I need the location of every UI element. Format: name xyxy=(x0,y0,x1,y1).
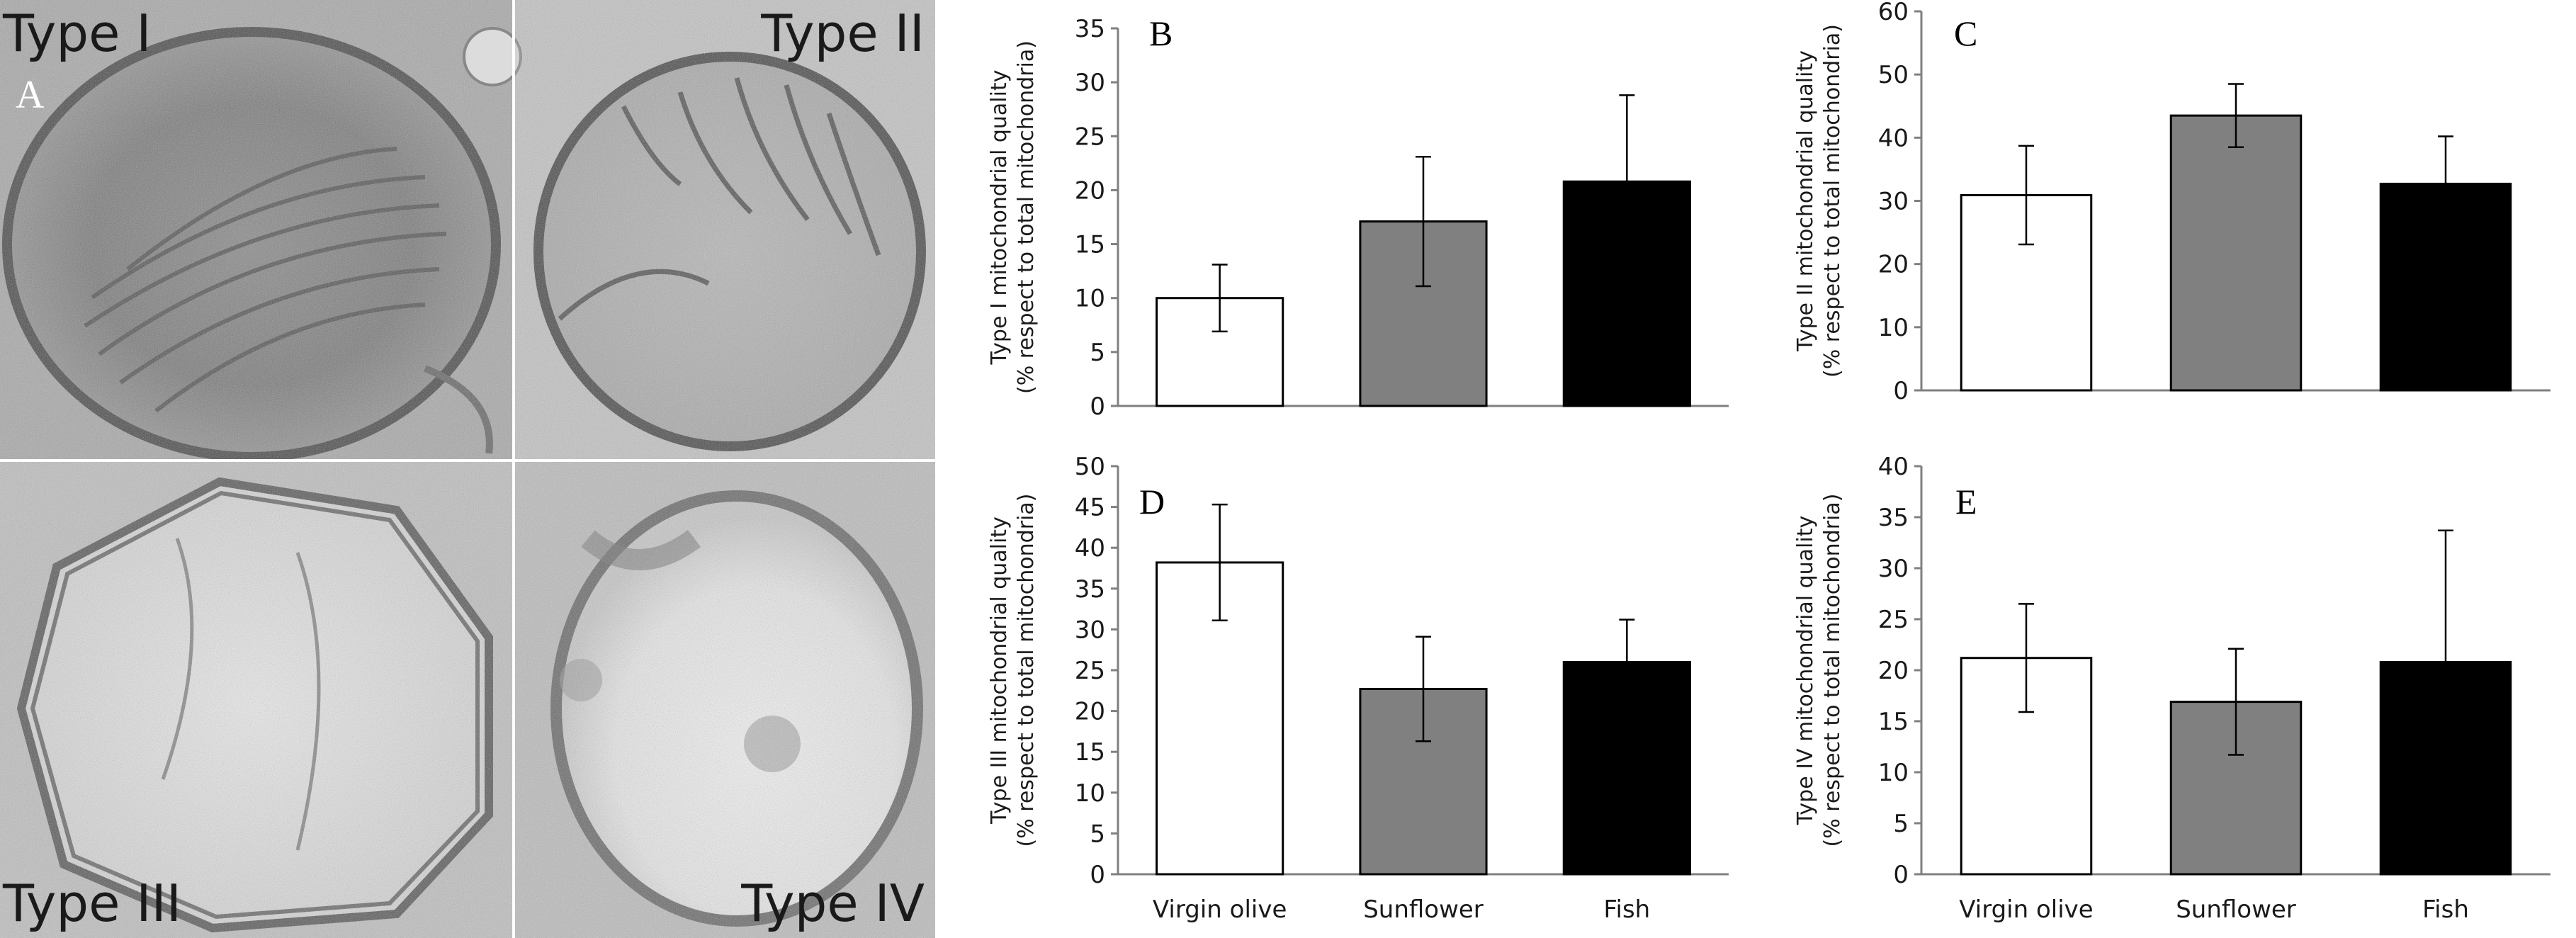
x-tick-label: Fish xyxy=(1603,895,1650,924)
y-tick-label: 5 xyxy=(1893,810,1909,838)
x-tick-label: Virgin olive xyxy=(1959,895,2093,924)
y-tick-label: 0 xyxy=(1090,392,1105,421)
y-tick-label: 0 xyxy=(1893,377,1909,405)
y-tick-label: 50 xyxy=(1878,61,1909,89)
micrograph-type-iv xyxy=(514,460,935,938)
x-tick-label: Sunflower xyxy=(2176,895,2296,924)
y-tick-label: 30 xyxy=(1878,555,1909,583)
y-axis-label-line-1: Type I mitochondrial quality xyxy=(987,70,1012,366)
quadrant-label-type-ii: Type II xyxy=(760,4,925,63)
x-tick-label: Virgin olive xyxy=(1153,895,1287,924)
quadrant-label-type-i: Type I xyxy=(2,4,152,63)
y-tick-label: 30 xyxy=(1075,616,1105,644)
y-tick-label: 15 xyxy=(1878,708,1909,736)
y-tick-label: 50 xyxy=(1075,453,1105,481)
y-tick-label: 30 xyxy=(1075,69,1105,97)
panel-letter: D xyxy=(1139,482,1165,521)
bar-sunflower xyxy=(2169,114,2303,392)
y-axis-label-line-1: Type II mitochondrial quality xyxy=(1793,50,1818,352)
y-tick-label: 40 xyxy=(1878,453,1909,481)
y-axis-label-line-1: Type IV mitochondrial quality xyxy=(1793,516,1818,826)
y-tick-label: 5 xyxy=(1090,339,1105,367)
panel-a-micrographs: A Type I Type II Type III Type IV xyxy=(0,0,935,938)
chart-b: 0 5 10 15 20 25 30 35 B Type I mitochondrial qual… xyxy=(987,13,1729,421)
y-axis-label-line-2: (% respect to total mitochondria) xyxy=(1014,494,1039,847)
y-tick-label: 0 xyxy=(1090,861,1105,889)
y-tick-label: 10 xyxy=(1075,285,1105,313)
micrograph-type-iii xyxy=(0,460,514,938)
quadrant-label-type-iii: Type III xyxy=(2,874,181,933)
micrograph-type-i xyxy=(0,0,514,462)
y-tick-label: 35 xyxy=(1878,504,1909,532)
panel-letter: E xyxy=(1955,482,1977,521)
y-tick-label: 40 xyxy=(1878,124,1909,152)
chart-e: 0 5 10 15 20 25 30 35 40 Virgin olive Sunflower Fis… xyxy=(1793,453,2550,924)
y-tick-label: 20 xyxy=(1075,698,1105,726)
y-tick-label: 5 xyxy=(1090,820,1105,848)
y-tick-label: 0 xyxy=(1893,861,1909,889)
y-axis-label-line-2: (% respect to total mitochondria) xyxy=(1820,494,1845,847)
y-tick-label: 10 xyxy=(1878,314,1909,342)
y-tick-label: 10 xyxy=(1075,779,1105,808)
chart-d: 0 5 10 15 20 25 30 35 40 45 50 Virgin olive Sunflowe… xyxy=(987,453,1729,924)
y-axis-label-line-1: Type III mitochondrial quality xyxy=(987,516,1012,825)
y-tick-label: 35 xyxy=(1075,575,1105,604)
x-tick-label: Fish xyxy=(2422,895,2469,924)
y-tick-label: 25 xyxy=(1075,657,1105,685)
y-tick-label: 20 xyxy=(1878,251,1909,279)
chart-c: 0 10 20 30 40 50 60 C Type II mitochondrial qual… xyxy=(1793,0,2550,405)
y-axis-label-line-2: (% respect to total mitochondria) xyxy=(1820,24,1845,378)
y-tick-label: 30 xyxy=(1878,188,1909,216)
y-tick-label: 25 xyxy=(1878,606,1909,634)
quadrant-label-type-iv: Type IV xyxy=(740,874,925,933)
y-tick-label: 40 xyxy=(1075,534,1105,563)
y-tick-label: 25 xyxy=(1075,123,1105,151)
y-tick-label: 60 xyxy=(1878,0,1909,26)
y-tick-label: 10 xyxy=(1878,759,1909,787)
micrograph-type-ii xyxy=(463,0,935,460)
y-tick-label: 35 xyxy=(1075,15,1105,43)
y-tick-label: 20 xyxy=(1878,657,1909,685)
x-tick-label: Sunflower xyxy=(1363,895,1484,924)
y-tick-label: 15 xyxy=(1075,231,1105,259)
panel-letter: C xyxy=(1954,13,1977,53)
y-tick-label: 15 xyxy=(1075,738,1105,767)
y-tick-label: 20 xyxy=(1075,176,1105,205)
panel-a-letter: A xyxy=(16,73,45,117)
y-axis-label-line-2: (% respect to total mitochondria) xyxy=(1014,40,1039,394)
panel-letter: B xyxy=(1149,13,1173,53)
y-tick-label: 45 xyxy=(1075,494,1105,522)
